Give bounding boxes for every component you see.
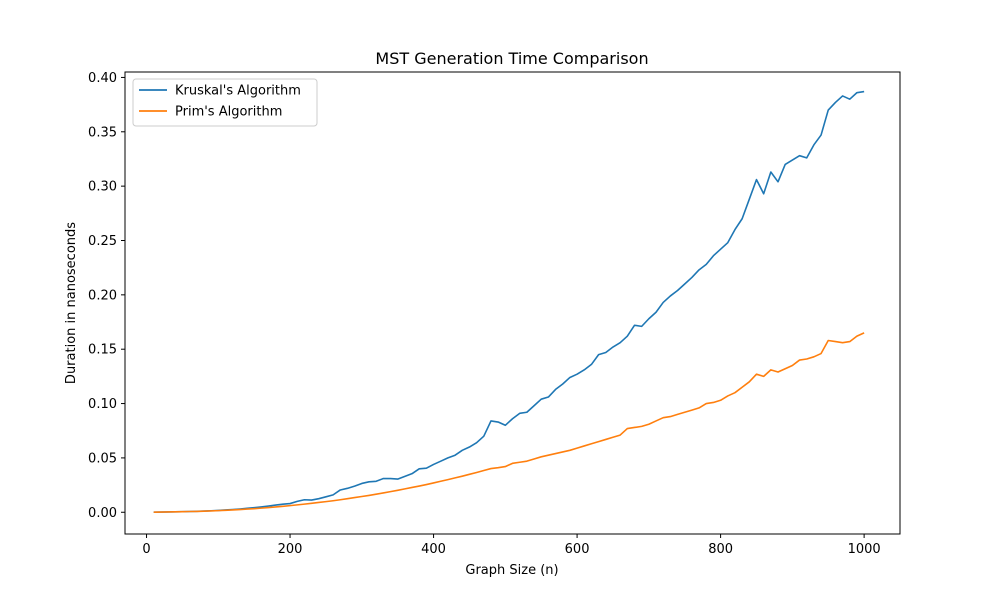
legend-label-1: Prim's Algorithm [175, 105, 282, 120]
y-tick-label: 0.15 [88, 343, 117, 358]
y-tick-label: 0.30 [88, 180, 117, 195]
chart-title: MST Generation Time Comparison [375, 49, 648, 68]
series-line-0 [153, 90, 865, 513]
y-tick-label: 0.40 [88, 71, 117, 86]
x-tick-label: 200 [278, 542, 303, 557]
x-tick-label: 400 [421, 542, 446, 557]
plot-area [153, 90, 865, 513]
plot-frame [124, 71, 901, 535]
y-tick-label: 0.35 [88, 125, 117, 140]
x-tick-label: 600 [565, 542, 590, 557]
y-tick-label: 0.25 [88, 234, 117, 249]
y-tick-label: 0.20 [88, 288, 117, 303]
y-tick-label: 0.05 [88, 451, 117, 466]
y-axis: 0.00 0.05 0.10 0.15 0.20 0.25 0.30 0.35 0.40 [88, 71, 125, 521]
legend-label-0: Kruskal's Algorithm [175, 84, 301, 99]
x-tick-label: 1000 [848, 542, 881, 557]
legend-box [132, 78, 318, 127]
x-axis-label: Graph Size (n) [465, 563, 558, 578]
series-line-1 [153, 332, 865, 513]
legend: Kruskal's Algorithm Prim's Algorithm [132, 78, 318, 127]
y-tick-label: 0.00 [88, 506, 117, 521]
x-tick-label: 800 [708, 542, 733, 557]
y-axis-label: Duration in nanoseconds [64, 222, 79, 384]
x-tick-label: 0 [142, 542, 150, 557]
x-axis: 0 200 400 600 800 1000 [142, 534, 881, 557]
y-tick-label: 0.10 [88, 397, 117, 412]
